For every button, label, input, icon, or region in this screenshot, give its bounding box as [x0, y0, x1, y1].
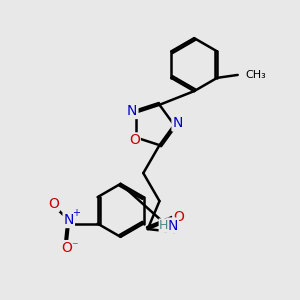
Text: +: +	[72, 208, 80, 218]
Text: N: N	[64, 213, 74, 227]
Text: O: O	[61, 241, 72, 255]
Text: ⁻: ⁻	[72, 240, 78, 253]
Text: O: O	[129, 134, 140, 147]
Text: O: O	[173, 210, 184, 224]
Text: CH₃: CH₃	[245, 70, 266, 80]
Text: O: O	[48, 197, 59, 211]
Text: N: N	[127, 104, 137, 118]
Text: N: N	[172, 116, 183, 130]
Text: N: N	[168, 218, 178, 233]
Text: H: H	[159, 219, 169, 232]
